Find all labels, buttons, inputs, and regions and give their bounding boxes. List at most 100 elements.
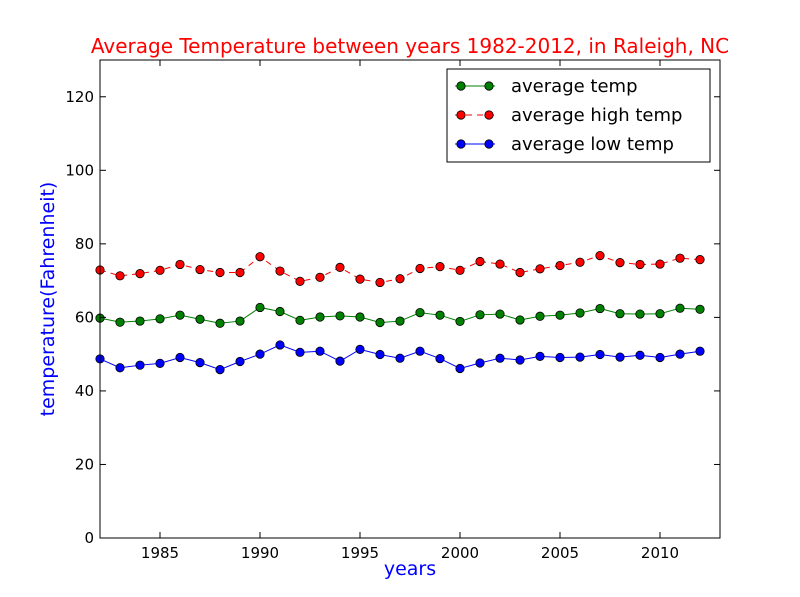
legend-marker <box>484 110 494 120</box>
data-point <box>355 312 365 322</box>
legend-marker <box>484 81 494 91</box>
data-point <box>375 277 385 288</box>
data-point <box>175 310 185 320</box>
data-point <box>255 349 265 359</box>
data-point <box>295 347 305 357</box>
data-point <box>115 363 125 373</box>
data-point <box>415 308 425 318</box>
plot-content <box>95 251 705 375</box>
data-point <box>395 274 405 284</box>
chart-title: Average Temperature between years 1982-2… <box>91 34 729 58</box>
legend-marker <box>456 139 466 149</box>
data-point <box>695 346 705 356</box>
data-point <box>515 267 525 278</box>
data-point <box>615 257 625 268</box>
data-point <box>375 349 385 360</box>
data-point <box>435 353 445 364</box>
data-point <box>655 259 665 269</box>
y-tick-label: 0 <box>84 529 94 547</box>
data-point <box>695 304 705 314</box>
x-tick-label: 1990 <box>241 544 279 562</box>
data-point <box>255 302 265 313</box>
data-point <box>275 306 285 317</box>
data-point <box>595 251 605 261</box>
data-point <box>635 309 645 319</box>
data-point <box>675 253 685 263</box>
data-point <box>595 349 605 360</box>
y-tick-label: 80 <box>75 235 94 253</box>
data-point <box>455 363 465 374</box>
x-tick-label: 2000 <box>441 544 479 562</box>
legend-label: average high temp <box>511 105 682 126</box>
y-tick-label: 120 <box>65 88 94 106</box>
data-point <box>335 262 345 272</box>
data-point <box>235 267 245 278</box>
legend: average temp average high temp average low… <box>446 68 711 163</box>
data-point <box>195 264 205 275</box>
y-axis-ticks: 0 20 40 60 80 100 120 <box>65 88 720 547</box>
data-point <box>655 352 665 363</box>
y-tick-label: 20 <box>75 455 94 473</box>
data-point <box>455 265 465 275</box>
data-point <box>295 276 305 286</box>
data-point <box>495 309 505 319</box>
data-point <box>515 355 525 365</box>
data-point <box>115 317 125 327</box>
data-point <box>155 358 165 368</box>
y-axis-label: temperature(Fahrenheit) <box>37 182 59 417</box>
data-point <box>215 267 225 278</box>
data-point <box>375 317 385 328</box>
data-point <box>175 259 185 270</box>
x-tick-label: 2010 <box>641 544 679 562</box>
data-point <box>655 309 665 319</box>
data-point <box>235 316 245 326</box>
data-point <box>695 255 705 265</box>
data-point <box>315 346 325 356</box>
data-point <box>455 316 465 327</box>
data-point <box>555 310 565 320</box>
data-point <box>475 256 485 267</box>
data-point <box>615 352 625 362</box>
data-point <box>395 316 405 326</box>
x-tick-label: 1995 <box>341 544 379 562</box>
data-point <box>315 312 325 322</box>
data-point <box>315 272 325 282</box>
x-axis-label: years <box>384 558 436 580</box>
x-tick-label: 2005 <box>541 544 579 562</box>
data-point <box>135 360 145 370</box>
legend-label: average low temp <box>511 134 674 155</box>
data-point <box>155 265 165 275</box>
data-point <box>575 257 585 267</box>
data-point <box>475 310 485 320</box>
data-point <box>615 309 625 319</box>
data-point <box>195 358 205 368</box>
legend-marker <box>456 110 466 120</box>
data-point <box>555 352 565 363</box>
data-point <box>235 356 245 367</box>
y-tick-label: 60 <box>75 308 94 326</box>
data-point <box>255 252 265 262</box>
data-point <box>515 315 525 325</box>
data-point <box>635 350 645 360</box>
data-point <box>275 266 285 276</box>
data-point <box>355 274 365 284</box>
data-point <box>595 303 605 314</box>
data-point <box>495 259 505 269</box>
data-point <box>435 262 445 272</box>
data-point <box>335 356 345 366</box>
data-point <box>155 314 165 324</box>
data-point <box>675 349 685 359</box>
data-point <box>215 364 225 375</box>
data-point <box>215 318 225 328</box>
data-point <box>535 264 545 274</box>
data-point <box>395 353 405 363</box>
legend-marker <box>484 139 494 149</box>
y-tick-label: 100 <box>65 161 94 179</box>
y-tick-label: 40 <box>75 382 94 400</box>
data-point <box>195 314 205 324</box>
data-point <box>575 352 585 362</box>
data-point <box>335 311 345 321</box>
data-point <box>175 352 185 363</box>
data-point <box>115 271 125 281</box>
